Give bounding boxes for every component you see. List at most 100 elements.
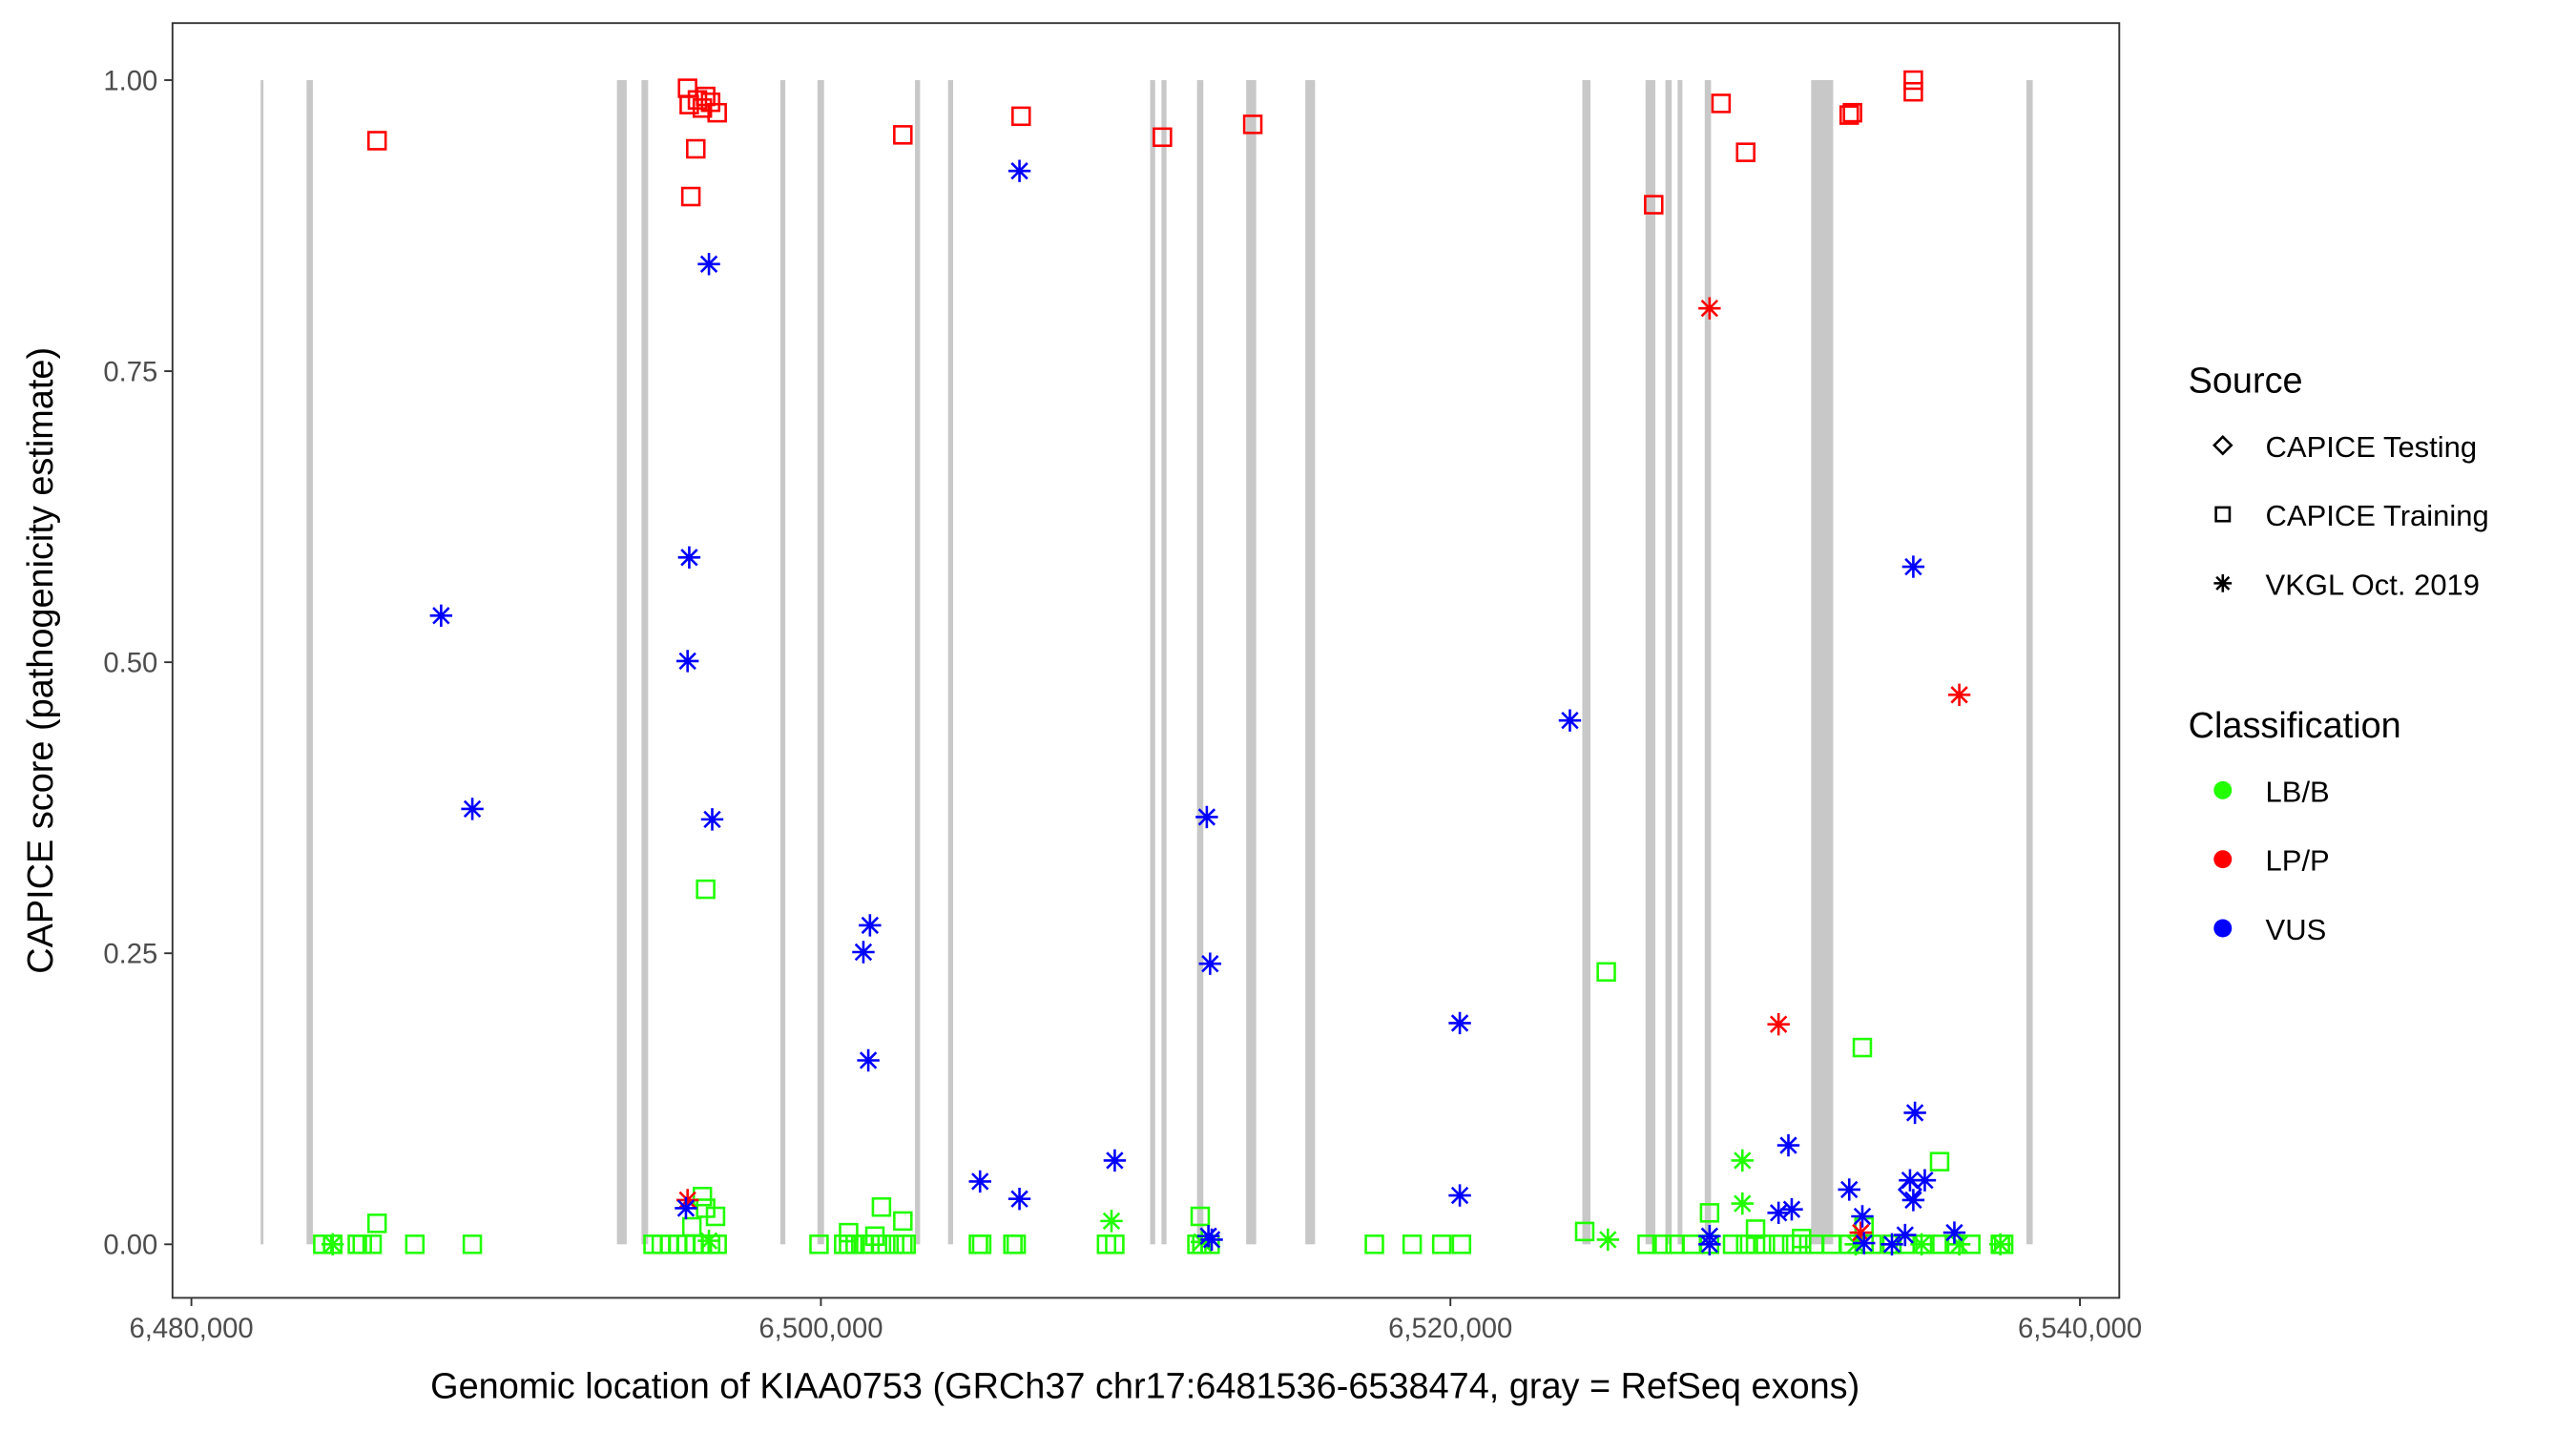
data-point bbox=[968, 1170, 991, 1193]
legend-label: VUS bbox=[2266, 913, 2327, 946]
data-point bbox=[1103, 1149, 1127, 1172]
data-point bbox=[1698, 1233, 1721, 1256]
data-point bbox=[429, 604, 453, 628]
data-point bbox=[1853, 1232, 1876, 1255]
data-point bbox=[675, 650, 699, 673]
exon-band bbox=[1645, 79, 1656, 1245]
legend-label: CAPICE Training bbox=[2266, 499, 2489, 532]
data-point bbox=[839, 1222, 859, 1243]
legend-item-lp-p: LP/P bbox=[2213, 844, 2330, 878]
data-point bbox=[366, 131, 387, 151]
data-point bbox=[1910, 1233, 1933, 1256]
y-axis-title: CAPICE score (pathogenicity estimate) bbox=[21, 347, 61, 974]
x-axis-title: Genomic location of KIAA0753 (GRCh37 chr… bbox=[430, 1366, 1859, 1406]
diamond-icon bbox=[2212, 434, 2233, 456]
data-point bbox=[1767, 1012, 1790, 1036]
data-point bbox=[1652, 1234, 1672, 1255]
legend-label: LP/P bbox=[2266, 844, 2330, 878]
data-point bbox=[1596, 962, 1616, 982]
data-point bbox=[697, 253, 720, 276]
data-point bbox=[860, 1234, 881, 1255]
legend-item-vus: VUS bbox=[2213, 913, 2326, 946]
y-tick-label: 0.50 bbox=[103, 648, 157, 678]
color-dot-icon bbox=[2213, 850, 2233, 869]
data-point bbox=[1780, 1197, 1803, 1221]
data-point bbox=[1942, 1221, 1966, 1244]
color-dot-icon bbox=[2213, 919, 2233, 938]
data-point bbox=[893, 125, 913, 145]
data-point bbox=[700, 808, 724, 831]
data-point bbox=[1011, 106, 1031, 127]
legend-item-lb-b: LB/B bbox=[2213, 775, 2330, 808]
data-point bbox=[1988, 1233, 2012, 1256]
data-point bbox=[1913, 1169, 1937, 1192]
data-point bbox=[1880, 1233, 1903, 1256]
asterisk-icon bbox=[2213, 574, 2233, 592]
data-point bbox=[857, 1048, 880, 1072]
data-point bbox=[1745, 1219, 1766, 1239]
data-point bbox=[1402, 1234, 1423, 1255]
legend-label: CAPICE Testing bbox=[2266, 430, 2478, 464]
legend-item-capice-testing: CAPICE Testing bbox=[2212, 430, 2478, 464]
legend-title-source: Source bbox=[2189, 362, 2303, 402]
data-point bbox=[1711, 93, 1732, 114]
exon-band bbox=[1811, 79, 1834, 1245]
data-point bbox=[1901, 1189, 1925, 1212]
data-point bbox=[1903, 81, 1923, 102]
x-tick-label: 6,500,000 bbox=[758, 1314, 883, 1344]
data-point bbox=[1899, 1169, 1922, 1192]
data-point bbox=[462, 1234, 483, 1255]
data-point bbox=[696, 86, 716, 107]
exon-band bbox=[779, 79, 786, 1245]
square-icon bbox=[2214, 506, 2232, 523]
data-point bbox=[1901, 555, 1925, 578]
data-point bbox=[1431, 1234, 1452, 1255]
data-point bbox=[859, 914, 882, 937]
exon-bands bbox=[260, 79, 2033, 1245]
y-tick-label: 0.25 bbox=[103, 940, 157, 970]
y-axis: 0.00 0.25 0.50 0.75 1.00 bbox=[103, 66, 173, 1261]
data-point bbox=[809, 1234, 829, 1255]
data-point bbox=[696, 879, 716, 900]
exon-band bbox=[1246, 79, 1257, 1245]
exon-band bbox=[1161, 79, 1167, 1245]
exon-band bbox=[1665, 79, 1672, 1245]
data-point bbox=[675, 1196, 697, 1220]
data-point bbox=[1842, 102, 1862, 123]
series-vkgl-oct-2019-vus bbox=[429, 159, 1966, 1256]
data-point bbox=[1849, 1221, 1872, 1244]
data-point bbox=[1929, 1151, 1950, 1172]
data-point bbox=[675, 1189, 699, 1212]
data-point bbox=[1776, 1133, 1800, 1157]
exon-band bbox=[616, 79, 627, 1245]
exon-band bbox=[1704, 79, 1712, 1245]
exon-band bbox=[260, 79, 264, 1245]
data-point bbox=[1731, 1192, 1755, 1215]
exon-band bbox=[306, 79, 313, 1245]
data-point bbox=[1574, 1221, 1595, 1242]
data-point bbox=[705, 1206, 726, 1227]
series-vkgl-oct-2019-lp-p bbox=[675, 297, 1971, 1244]
data-point bbox=[1735, 1234, 1755, 1255]
data-point bbox=[362, 1234, 383, 1255]
data-point bbox=[1448, 1011, 1471, 1035]
data-point bbox=[896, 1234, 916, 1255]
data-point bbox=[1242, 114, 1263, 135]
data-point bbox=[697, 1229, 720, 1253]
legend-title-classification: Classification bbox=[2189, 706, 2401, 746]
exon-band bbox=[1677, 79, 1683, 1245]
x-axis: 6,480,000 6,500,000 6,520,000 6,540,000 bbox=[129, 1297, 2142, 1344]
data-point bbox=[1195, 805, 1218, 829]
data-point bbox=[1198, 952, 1222, 975]
data-point bbox=[1105, 1234, 1125, 1255]
legend: Source CAPICE Testing CAPICE Training VKGL… bbox=[2189, 362, 2489, 946]
data-point bbox=[1008, 1187, 1031, 1211]
data-point bbox=[1731, 1149, 1755, 1172]
data-point bbox=[871, 1196, 892, 1217]
legend-item-capice-training: CAPICE Training bbox=[2214, 499, 2489, 532]
data-point bbox=[1008, 159, 1031, 182]
legend-label: LB/B bbox=[2266, 775, 2330, 808]
data-point bbox=[1200, 1228, 1223, 1252]
